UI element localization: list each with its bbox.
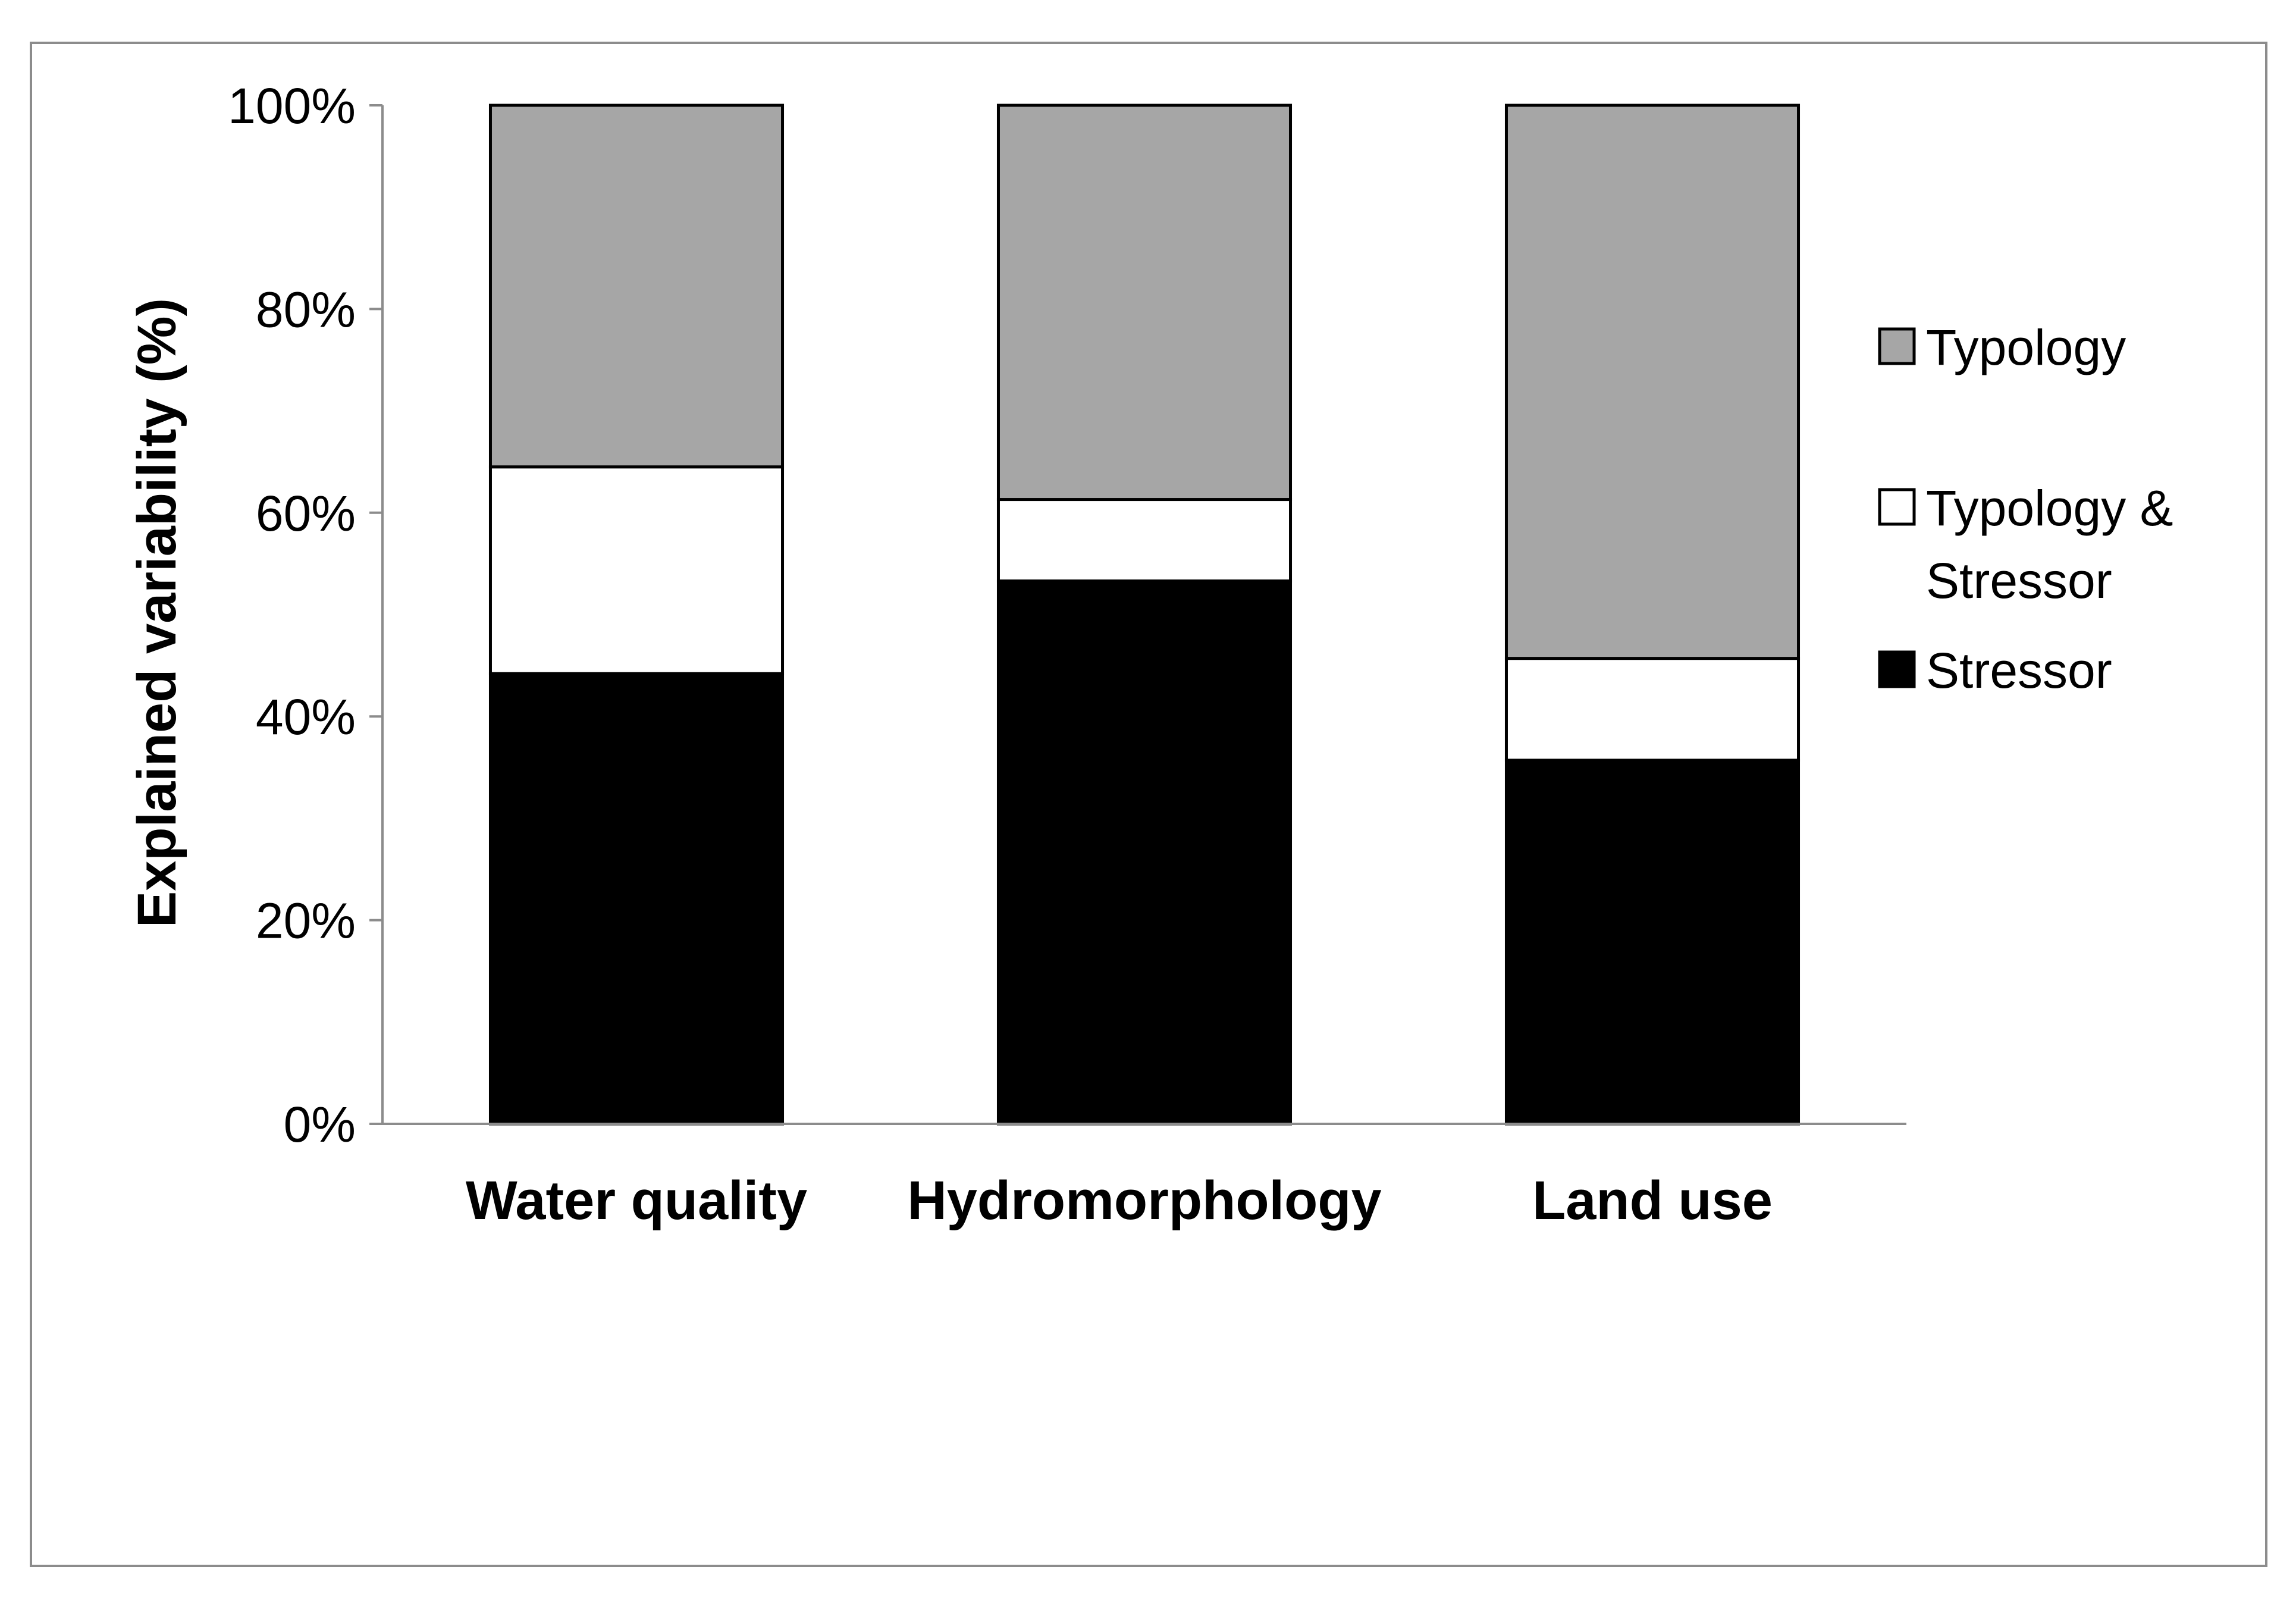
y-tick-label: 0% — [284, 1096, 356, 1152]
bar-land-use-stressor — [1504, 759, 1801, 1126]
x-category-label: Hydromorphology — [907, 1170, 1381, 1231]
y-tick-label: 20% — [256, 893, 356, 949]
x-category-label: Land use — [1532, 1170, 1773, 1231]
legend: Typology Typology & Stressor Stressor — [1878, 319, 2173, 698]
legend-swatch-typology — [1878, 327, 1916, 365]
y-tick-label: 40% — [256, 689, 356, 745]
bar-hydromorphology-typology — [996, 104, 1293, 502]
bar-water-quality-typology — [488, 104, 785, 469]
bar-hydromorphology-stressor — [996, 579, 1293, 1126]
legend-label: Stressor — [1926, 553, 2112, 609]
bar-hydromorphology-typology-and-stressor — [996, 498, 1293, 583]
x-category-label: Water quality — [466, 1170, 807, 1231]
legend-label: Typology & — [1926, 480, 2173, 536]
x-labels-layer: Water quality Hydromorphology Land use — [466, 1170, 1773, 1231]
legend-swatch-stressor — [1878, 650, 1916, 688]
bars-layer — [488, 104, 1801, 1126]
legend-label: Stressor — [1926, 643, 2112, 698]
legend-swatch-typology-and-stressor — [1878, 488, 1916, 526]
y-tick-label: 60% — [256, 485, 356, 541]
bar-land-use-typology-and-stressor — [1504, 657, 1801, 762]
bar-water-quality-typology-and-stressor — [488, 465, 785, 675]
bar-water-quality-stressor — [488, 672, 785, 1126]
y-ticks-layer: 0% 20% 40% 60% 80% 100% — [228, 78, 382, 1152]
bar-land-use-typology — [1504, 104, 1801, 660]
y-axis-label: Explained variability (%) — [127, 298, 187, 928]
legend-label: Typology — [1926, 319, 2126, 375]
y-tick-label: 80% — [256, 281, 356, 337]
y-tick-label: 100% — [228, 78, 356, 134]
